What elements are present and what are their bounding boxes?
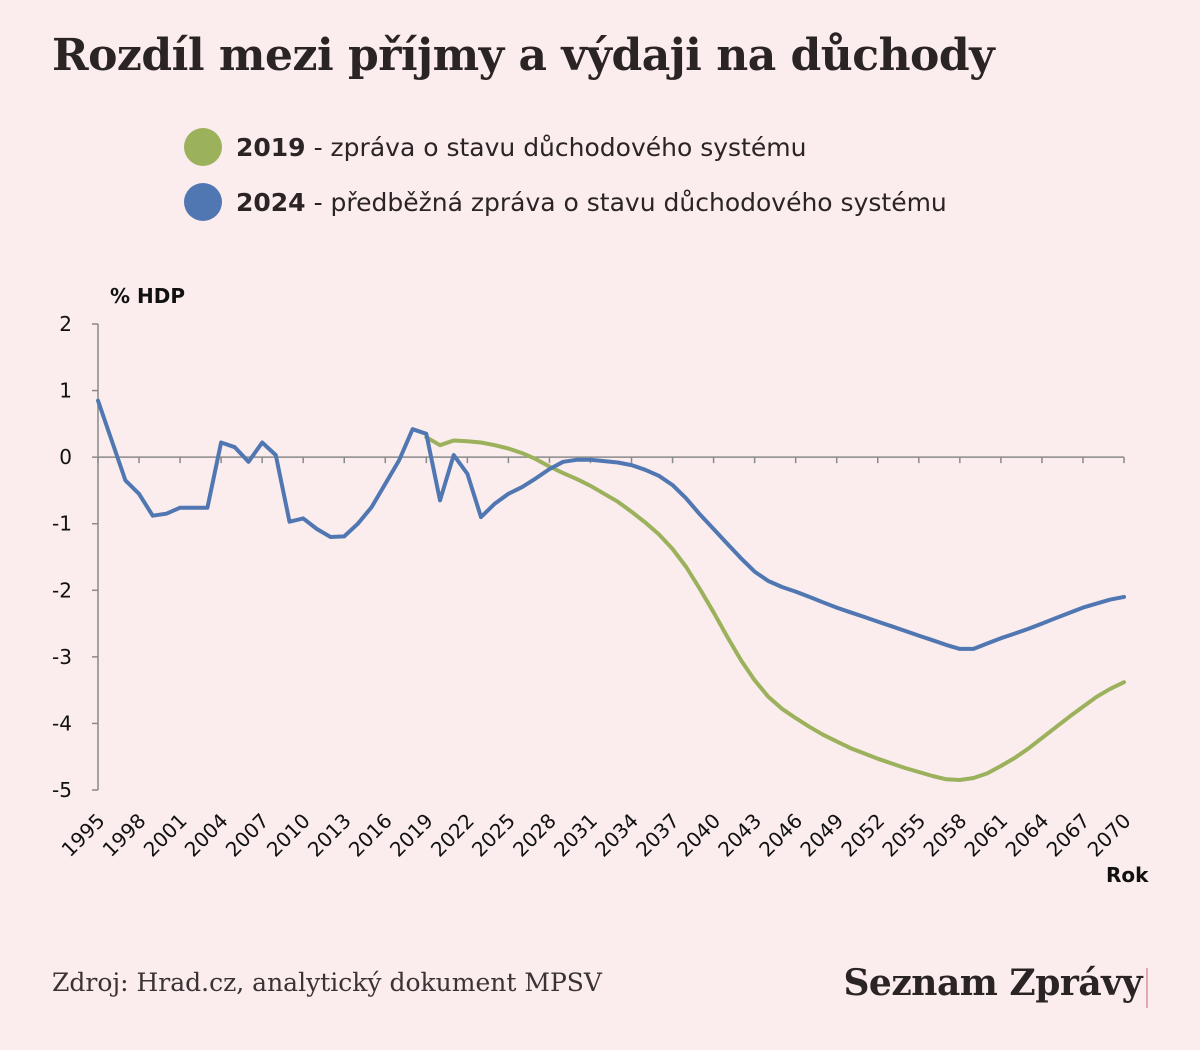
x-tick-label: 2070 [1083, 809, 1136, 862]
x-tick-label: 2040 [672, 809, 725, 862]
chart-title: Rozdíl mezi příjmy a výdaji na důchody [52, 30, 995, 81]
x-tick-label: 2022 [426, 809, 479, 862]
x-axis-title: Rok [1106, 863, 1149, 887]
y-tick-label: 2 [59, 312, 72, 336]
series-line-2019 [424, 435, 1126, 782]
x-tick-label: 2046 [754, 809, 807, 862]
x-tick-label: 2007 [221, 809, 274, 862]
legend-year-2024: 2024 [236, 187, 306, 217]
x-tick-label: 2061 [959, 809, 1012, 862]
y-tick-label: 1 [59, 379, 72, 403]
x-tick-label: 2004 [180, 809, 233, 862]
x-tick-label: 2043 [713, 809, 766, 862]
x-tick-label: 2037 [631, 809, 684, 862]
legend-text-2019: - zpráva o stavu důchodového systému [313, 132, 807, 162]
x-tick-label: 2016 [344, 809, 397, 862]
x-tick-label: 2049 [795, 809, 848, 862]
x-tick-label: 2031 [549, 809, 602, 862]
x-tick-label: 2025 [467, 809, 520, 862]
legend-swatch-2019 [184, 128, 222, 166]
y-tick-label: -5 [52, 778, 72, 802]
y-tick-label: -1 [52, 512, 72, 536]
x-tick-label: 1998 [98, 809, 151, 862]
legend-item-2019: 2019 - zpráva o stavu důchodového systém… [184, 128, 806, 166]
x-tick-label: 2010 [262, 809, 315, 862]
y-tick-label: 0 [59, 445, 72, 469]
brand-logo: Seznam Zprávy [843, 962, 1142, 1004]
legend-year-2019: 2019 [236, 132, 306, 162]
legend-item-2024: 2024 - předběžná zpráva o stavu důchodov… [184, 183, 947, 221]
y-tick-label: -4 [52, 711, 72, 735]
x-tick-label: 2055 [877, 809, 930, 862]
legend-text-2024: - předběžná zpráva o stavu důchodového s… [313, 187, 947, 217]
x-tick-label: 2052 [836, 809, 889, 862]
x-tick-label: 2067 [1042, 809, 1095, 862]
x-tick-label: 2028 [508, 809, 561, 862]
source-note: Zdroj: Hrad.cz, analytický dokument MPSV [52, 968, 602, 997]
x-tick-label: 2013 [303, 809, 356, 862]
brand-divider [1146, 968, 1148, 1008]
x-tick-label: 2064 [1000, 809, 1053, 862]
x-tick-label: 2034 [590, 809, 643, 862]
y-tick-label: -3 [52, 645, 72, 669]
x-tick-label: 2001 [139, 809, 192, 862]
y-tick-label: -2 [52, 578, 72, 602]
x-tick-label: 2058 [918, 809, 971, 862]
x-tick-label: 1995 [57, 809, 110, 862]
x-tick-label: 2019 [385, 809, 438, 862]
series-group [96, 398, 1126, 782]
series-line-2024 [96, 398, 1126, 651]
y-axis-title: % HDP [110, 284, 185, 308]
legend-swatch-2024 [184, 183, 222, 221]
